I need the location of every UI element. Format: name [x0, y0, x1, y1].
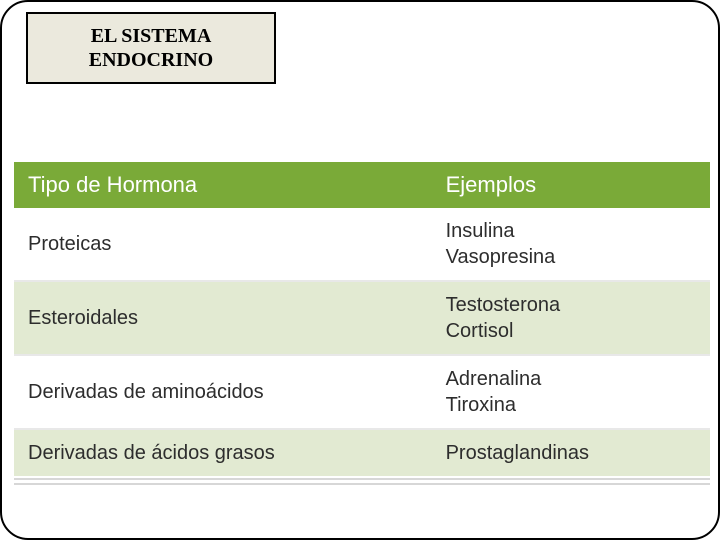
- table-row: Derivadas de aminoácidos AdrenalinaTirox…: [14, 355, 710, 429]
- cell-type: Esteroidales: [14, 281, 432, 355]
- hormone-table-container: Tipo de Hormona Ejemplos Proteicas Insul…: [14, 162, 710, 485]
- table-header-row: Tipo de Hormona Ejemplos: [14, 162, 710, 208]
- table-footer-rule: [14, 478, 710, 480]
- table-row: Proteicas InsulinaVasopresina: [14, 208, 710, 281]
- hormone-table: Tipo de Hormona Ejemplos Proteicas Insul…: [14, 162, 710, 476]
- cell-examples: AdrenalinaTiroxina: [432, 355, 710, 429]
- cell-examples: Prostaglandinas: [432, 429, 710, 476]
- cell-type: Derivadas de aminoácidos: [14, 355, 432, 429]
- title-box: EL SISTEMAENDOCRINO: [26, 12, 276, 84]
- cell-examples: TestosteronaCortisol: [432, 281, 710, 355]
- slide-frame: EL SISTEMAENDOCRINO Tipo de Hormona Ejem…: [0, 0, 720, 540]
- col-header-examples: Ejemplos: [432, 162, 710, 208]
- cell-examples: InsulinaVasopresina: [432, 208, 710, 281]
- slide-title: EL SISTEMAENDOCRINO: [89, 24, 213, 72]
- col-header-type: Tipo de Hormona: [14, 162, 432, 208]
- table-row: Derivadas de ácidos grasos Prostaglandin…: [14, 429, 710, 476]
- table-body: Proteicas InsulinaVasopresina Esteroidal…: [14, 208, 710, 476]
- table-footer-rule: [14, 483, 710, 485]
- cell-type: Proteicas: [14, 208, 432, 281]
- table-row: Esteroidales TestosteronaCortisol: [14, 281, 710, 355]
- cell-type: Derivadas de ácidos grasos: [14, 429, 432, 476]
